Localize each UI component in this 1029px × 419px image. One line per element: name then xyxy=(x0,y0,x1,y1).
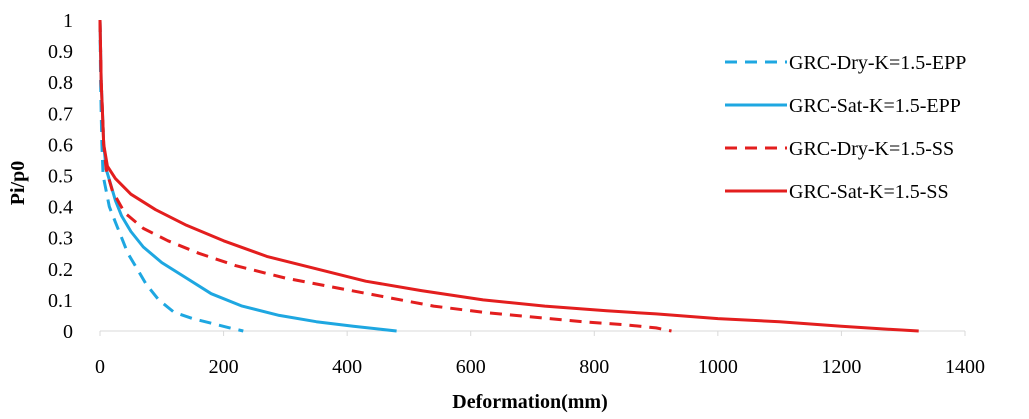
y-tick-label: 0.9 xyxy=(48,41,73,63)
y-tick-label: 0 xyxy=(63,321,73,343)
series-line-2 xyxy=(98,19,397,333)
y-tick-label: 0.2 xyxy=(48,259,73,281)
legend-label: GRC-Sat-K=1.5-EPP xyxy=(789,95,961,117)
x-tick-label: 800 xyxy=(579,356,609,378)
y-tick-label: 1 xyxy=(63,10,73,32)
legend-label: GRC-Dry-K=1.5-EPP xyxy=(789,52,966,74)
series-line-3 xyxy=(98,19,672,333)
y-tick-label: 0.4 xyxy=(48,197,73,219)
legend-label: GRC-Dry-K=1.5-SS xyxy=(789,138,954,160)
legend: GRC-Dry-K=1.5-EPP GRC-Sat-K=1.5-EPP GRC-Dr… xyxy=(725,52,966,203)
legend-label: GRC-Sat-K=1.5-SS xyxy=(789,181,949,203)
x-tick-label: 1000 xyxy=(698,356,738,378)
y-tick-label: 0.6 xyxy=(48,134,73,156)
y-tick-labels: 0 0.1 0.2 0.3 0.4 0.5 0.6 0.7 0.8 0.9 1 xyxy=(48,10,73,343)
series-line-4 xyxy=(98,19,919,333)
x-tick-label: 200 xyxy=(209,356,239,378)
x-tick-label: 400 xyxy=(332,356,362,378)
y-tick-label: 0.7 xyxy=(48,103,73,125)
y-tick-label: 0.5 xyxy=(48,166,73,188)
x-tick-label: 1200 xyxy=(821,356,861,378)
series-lines xyxy=(98,19,919,333)
y-axis-title: Pi/p0 xyxy=(7,161,29,205)
y-tick-label: 0.8 xyxy=(48,72,73,94)
y-tick-label: 0.3 xyxy=(48,228,73,250)
x-tick-labels: 0 200 400 600 800 1000 1200 1400 xyxy=(95,356,985,378)
series-line-1 xyxy=(98,19,244,333)
x-tick-label: 1400 xyxy=(945,356,985,378)
y-tick-label: 0.1 xyxy=(48,290,73,312)
x-axis-title: Deformation(mm) xyxy=(452,391,608,413)
x-tick-label: 0 xyxy=(95,356,105,378)
x-axis-tick-marks xyxy=(99,331,966,336)
x-tick-label: 600 xyxy=(456,356,486,378)
